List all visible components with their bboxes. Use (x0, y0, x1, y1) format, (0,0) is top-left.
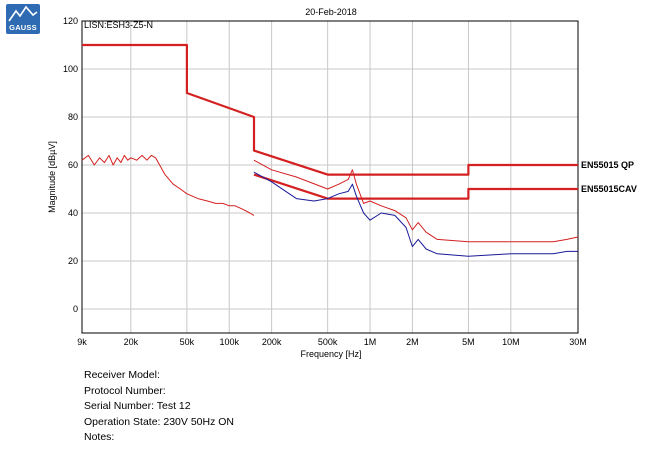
limit-label: EN55015CAV (581, 184, 637, 194)
y-tick-label: 100 (63, 64, 78, 74)
x-tick-label: 20k (124, 337, 139, 347)
grid (81, 20, 579, 333)
x-tick-label: 10M (502, 337, 520, 347)
x-tick-label: 50k (180, 337, 195, 347)
x-tick-label: 2M (406, 337, 419, 347)
emc-chart: 20-Feb-2018 LISN:ESH3-Z5-N 0 20 40 60 80 100 1… (47, 7, 637, 359)
operation-state: Operation State: 230V 50Hz ON (84, 415, 234, 428)
logo-mountain-icon (8, 5, 38, 22)
y-tick-label: 120 (63, 16, 78, 26)
y-tick-label: 80 (68, 112, 78, 122)
x-tick-label: 5M (462, 337, 475, 347)
trace-qp (253, 159, 579, 243)
gauss-logo: GAUSS (6, 4, 40, 34)
y-tick-label: 0 (73, 304, 78, 314)
x-axis-label: Frequency [Hz] (300, 349, 361, 359)
x-tick-label: 100k (219, 337, 239, 347)
trace-peak (81, 154, 255, 216)
plot-label: LISN:ESH3-Z5-N (84, 20, 153, 30)
chart-date: 20-Feb-2018 (305, 7, 357, 17)
logo-text: GAUSS (9, 23, 37, 32)
trace-avg (253, 171, 578, 257)
x-axis: 9k 20k 50k 100k 200k 500k 1M 2M 5M 10M 30M (77, 337, 587, 347)
serial-number: Serial Number: Test 12 (84, 400, 191, 412)
y-tick-label: 60 (68, 160, 78, 170)
limit-line-en55015-qp (82, 43, 578, 176)
x-tick-label: 1M (364, 337, 377, 347)
info-block: Receiver Model: Protocol Number: Serial … (84, 368, 234, 446)
annotations: EN55015 QP EN55015CAV (581, 160, 637, 194)
y-axis-label: Magnitude [dBµV] (47, 141, 57, 213)
x-tick-label: 9k (77, 337, 87, 347)
limit-line-en55015cav (253, 173, 578, 200)
receiver-model: Receiver Model: (84, 369, 160, 381)
x-tick-label: 500k (318, 337, 338, 347)
series-layer (81, 43, 579, 257)
x-tick-label: 200k (262, 337, 282, 347)
protocol-number: Protocol Number: (84, 384, 166, 397)
plot-frame (81, 20, 579, 334)
notes: Notes: (84, 431, 115, 443)
y-axis: 0 20 40 60 80 100 120 (63, 16, 78, 314)
limit-label: EN55015 QP (581, 160, 634, 170)
y-tick-label: 20 (68, 256, 78, 266)
y-tick-label: 40 (68, 208, 78, 218)
x-tick-label: 30M (569, 337, 587, 347)
